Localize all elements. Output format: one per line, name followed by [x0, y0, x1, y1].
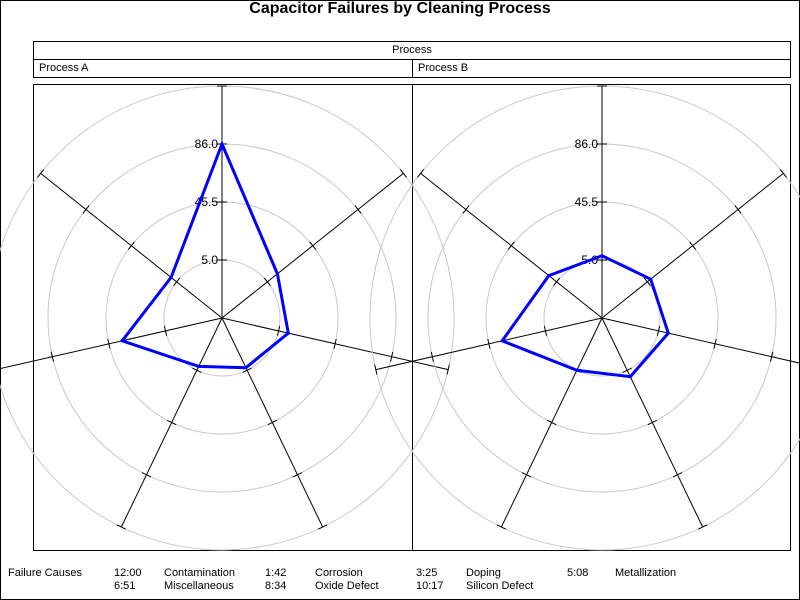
- axis-tick: [779, 169, 787, 178]
- axis-tick: [622, 367, 632, 373]
- series-line: [119, 139, 290, 370]
- axis-tick: [399, 169, 407, 178]
- data-point: [286, 331, 290, 335]
- axis-tick: [390, 351, 394, 362]
- axis-tick: [292, 472, 303, 478]
- axis-tick: [107, 338, 111, 349]
- axis-tick: [166, 419, 177, 426]
- axis-tick: [546, 419, 557, 426]
- data-point: [666, 331, 670, 335]
- data-point: [169, 275, 173, 279]
- axis-tick: [141, 472, 152, 478]
- legend-item-name: Metallization: [615, 567, 677, 579]
- axis-tick: [276, 325, 281, 336]
- axis-tick: [734, 205, 742, 214]
- axis-tick: [656, 325, 661, 336]
- data-point: [575, 368, 579, 372]
- axis-tick: [643, 277, 651, 287]
- axis-tick: [267, 419, 278, 426]
- axis-tick: [770, 351, 774, 362]
- axis-tick: [163, 325, 168, 336]
- legend-item-name: Corrosion: [315, 567, 363, 579]
- axis-tick: [317, 524, 328, 530]
- axis-tick: [543, 325, 548, 336]
- legend-item-name: Miscellaneous: [164, 580, 234, 592]
- legend-item-time: 12:00: [114, 567, 142, 579]
- legend-item-time: 8:34: [265, 580, 287, 592]
- legend-item-name: Oxide Defect: [315, 580, 379, 592]
- panel-header-process-b: Process B: [412, 59, 791, 78]
- legend-item-time: 6:51: [114, 580, 136, 592]
- radar-panel-process-b: 5.045.586.0: [369, 85, 800, 551]
- axis-tick: [521, 472, 532, 478]
- legend-item-time: 10:17: [416, 580, 444, 592]
- axis-tick: [462, 205, 470, 214]
- legend-label: Failure Causes: [8, 567, 82, 579]
- radial-tick-label: 86.0: [195, 137, 219, 151]
- data-point: [220, 142, 224, 146]
- axis-tick: [553, 277, 561, 287]
- axis-tick: [82, 205, 90, 214]
- axis-tick: [713, 338, 717, 349]
- radial-tick-label: 86.0: [575, 137, 599, 151]
- data-point: [244, 366, 248, 370]
- axis-tick: [173, 277, 181, 287]
- legend-item-name: Contamination: [164, 567, 235, 579]
- data-point: [275, 272, 279, 276]
- axis-tick: [417, 169, 425, 178]
- axis-tick: [697, 524, 708, 530]
- axis-tick: [672, 472, 683, 478]
- axis-tick: [192, 367, 202, 373]
- panel-divider: [412, 84, 413, 551]
- radar-panel-process-a: 5.045.586.0: [0, 85, 455, 551]
- axis-tick: [309, 241, 317, 250]
- axis-tick: [37, 169, 45, 178]
- axis-tick: [647, 419, 658, 426]
- legend-item-name: Doping: [466, 567, 501, 579]
- axis-tick: [496, 524, 507, 530]
- data-point: [120, 339, 124, 343]
- data-point: [600, 254, 604, 258]
- legend-item-time: 1:42: [265, 567, 287, 579]
- data-point: [628, 375, 632, 379]
- axis-tick: [242, 367, 252, 373]
- legend-item-time: 3:25: [416, 567, 438, 579]
- radial-tick-label: 45.5: [575, 195, 599, 209]
- axis-tick: [689, 241, 697, 250]
- axis-tick: [263, 277, 271, 287]
- data-point: [197, 364, 201, 368]
- axis-tick: [127, 241, 135, 250]
- axis-tick: [446, 364, 450, 375]
- legend-item-time: 5:08: [567, 567, 589, 579]
- axis-tick: [487, 338, 491, 349]
- axis-tick: [354, 205, 362, 214]
- data-point: [547, 274, 551, 278]
- legend-item-name: Silicon Defect: [466, 580, 534, 592]
- data-point: [500, 339, 504, 343]
- series-line: [499, 254, 670, 379]
- data-point: [649, 277, 653, 281]
- radial-tick-label: 5.0: [201, 253, 218, 267]
- grid-ring: [369, 85, 800, 551]
- axis-tick: [507, 241, 515, 250]
- axis-tick: [116, 524, 127, 530]
- axis-tick: [374, 364, 378, 375]
- chart-title: Capacitor Failures by Cleaning Process: [249, 0, 551, 17]
- axis-tick: [333, 338, 337, 349]
- axis-tick: [50, 351, 54, 362]
- axis-tick: [430, 351, 434, 362]
